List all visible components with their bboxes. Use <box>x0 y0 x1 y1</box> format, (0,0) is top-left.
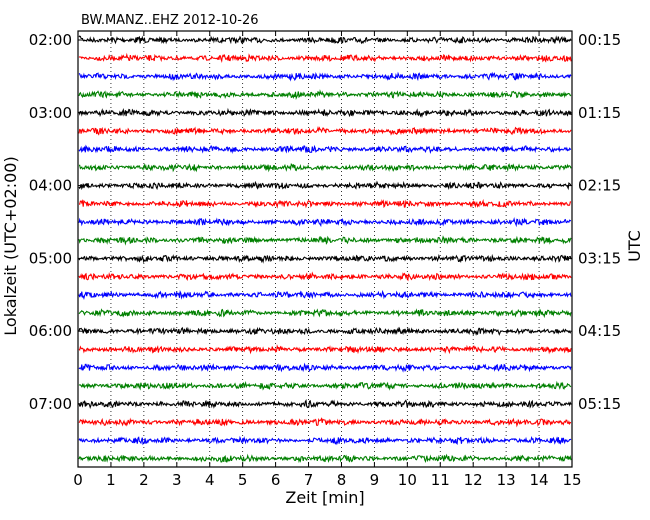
seismogram-trace <box>78 217 572 228</box>
x-tick-label: 7 <box>304 471 314 489</box>
seismogram-trace <box>78 435 572 446</box>
x-tick-label: 8 <box>337 471 347 489</box>
seismogram-trace <box>78 417 572 428</box>
seismogram-trace <box>79 162 572 173</box>
left-y-tick-label: 02:00 <box>29 31 72 49</box>
left-y-tick-label: 07:00 <box>29 395 72 413</box>
right-y-axis-label: UTC <box>625 230 644 262</box>
x-tick-label: 11 <box>431 471 450 489</box>
right-y-tick-label: 02:15 <box>578 177 621 195</box>
seismogram-trace <box>78 125 572 136</box>
x-tick-label: 2 <box>139 471 149 489</box>
left-y-axis-ticks: 02:00 03:00 04:00 05:00 06:00 07:00 <box>29 31 83 413</box>
seismogram-trace <box>78 144 572 155</box>
right-y-tick-label: 00:15 <box>578 31 621 49</box>
x-tick-label: 12 <box>464 471 483 489</box>
left-y-tick-label: 05:00 <box>29 249 72 267</box>
x-axis-label: Zeit [min] <box>285 488 364 507</box>
seismogram-trace <box>78 180 572 191</box>
seismogram-trace <box>78 89 572 100</box>
seismogram-trace <box>78 308 572 319</box>
seismogram-trace <box>78 52 572 63</box>
left-y-axis-label: Lokalzeit (UTC+02:00) <box>1 156 20 335</box>
seismogram-trace <box>78 253 572 264</box>
seismogram-trace <box>78 362 572 373</box>
seismogram-trace <box>78 35 572 45</box>
x-tick-label: 1 <box>106 471 116 489</box>
x-tick-label: 0 <box>73 471 83 489</box>
x-tick-label: 4 <box>205 471 215 489</box>
x-tick-label: 13 <box>497 471 516 489</box>
x-tick-label: 9 <box>370 471 380 489</box>
x-gridlines <box>110 31 540 467</box>
x-tick-label: 6 <box>271 471 281 489</box>
x-tick-label: 15 <box>562 471 581 489</box>
x-tick-label: 14 <box>530 471 549 489</box>
left-y-tick-label: 06:00 <box>29 322 72 340</box>
right-y-tick-label: 04:15 <box>578 322 621 340</box>
seismogram-trace <box>78 399 572 409</box>
seismogram-trace <box>78 380 572 391</box>
seismogram-trace <box>78 289 572 301</box>
chart-title: BW.MANZ..EHZ 2012-10-26 <box>81 13 259 28</box>
plot-frame <box>77 30 573 468</box>
x-tick-label: 5 <box>238 471 248 489</box>
seismogram-trace <box>78 453 572 464</box>
seismogram-trace <box>78 326 572 336</box>
x-tick-label: 3 <box>172 471 182 489</box>
left-y-tick-label: 04:00 <box>29 177 72 195</box>
right-y-tick-label: 03:15 <box>578 249 621 267</box>
seismogram-trace <box>78 235 572 246</box>
seismogram-trace <box>78 198 572 209</box>
seismogram-trace <box>78 344 572 355</box>
right-y-axis-ticks: 00:15 01:15 02:15 03:15 04:15 05:15 <box>567 31 621 413</box>
x-axis-ticks: 0 1 2 3 4 5 6 7 8 9 10 11 12 13 14 15 <box>73 31 582 489</box>
seismogram-traces <box>78 35 572 464</box>
seismogram-trace <box>78 107 572 119</box>
seismogram-trace <box>78 71 572 82</box>
left-y-tick-label: 03:00 <box>29 104 72 122</box>
x-tick-label: 10 <box>398 471 417 489</box>
seismogram-trace <box>78 271 572 282</box>
right-y-tick-label: 01:15 <box>578 104 621 122</box>
right-y-tick-label: 05:15 <box>578 395 621 413</box>
